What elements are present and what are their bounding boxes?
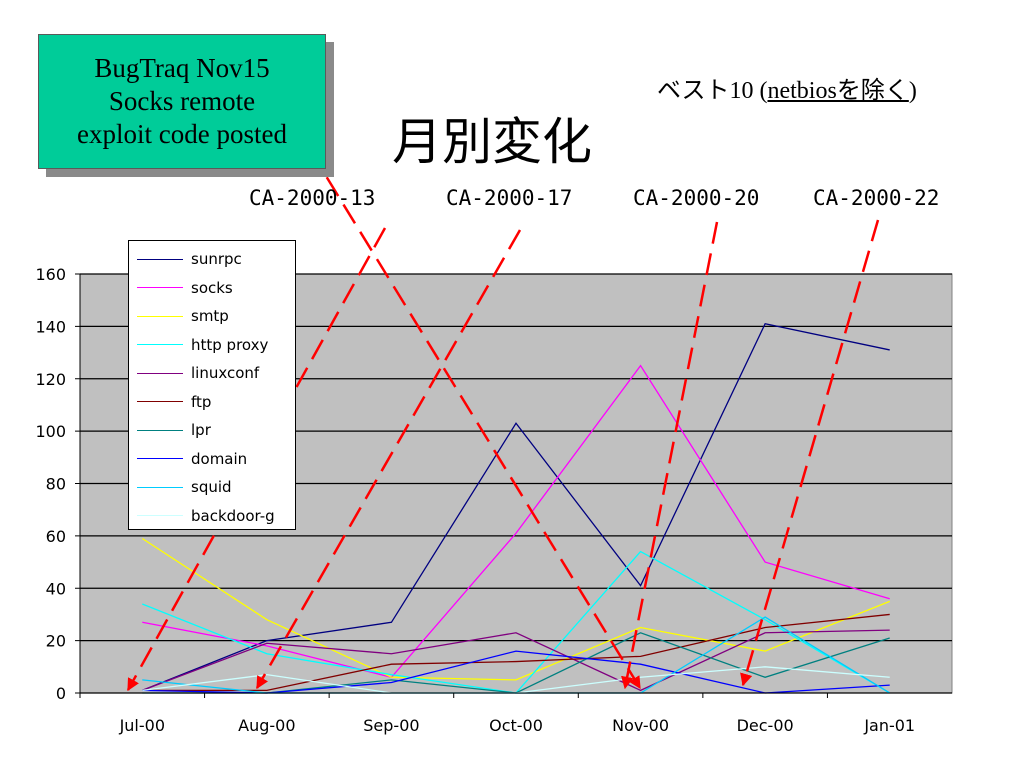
- y-tick-label: 0: [56, 684, 66, 703]
- legend-item-squid: squid: [129, 473, 295, 502]
- legend-item-domain: domain: [129, 445, 295, 474]
- x-tick-label-jan-01: Jan-01: [863, 716, 915, 735]
- legend-item-backdoor-g: backdoor-g: [129, 502, 295, 531]
- legend: sunrpc socks smtp http proxy linuxconf ftp lpr…: [128, 240, 296, 530]
- legend-label: squid: [191, 478, 232, 497]
- x-tick-label-nov-00: Nov-00: [612, 716, 669, 735]
- subtitle-prefix: ベスト10 (: [657, 78, 768, 104]
- y-tick-label: 160: [35, 265, 66, 284]
- advisory-ca-2000-22: CA-2000-22: [813, 186, 940, 210]
- legend-item-sunrpc: sunrpc: [129, 245, 295, 274]
- x-tick-label-aug-00: Aug-00: [238, 716, 295, 735]
- legend-label: backdoor-g: [191, 506, 275, 525]
- legend-item-linuxconf: linuxconf: [129, 359, 295, 388]
- y-tick-label: 140: [35, 317, 66, 336]
- subtitle-underlined: netbiosを除く: [767, 78, 909, 104]
- legend-item-smtp: smtp: [129, 302, 295, 331]
- subtitle-suffix: ): [908, 78, 917, 104]
- legend-swatch: [137, 344, 183, 346]
- legend-label: domain: [191, 449, 248, 468]
- y-tick-label: 60: [46, 527, 66, 546]
- arrow-ca-2000-22: [740, 219, 880, 687]
- legend-item-http-proxy: http proxy: [129, 331, 295, 360]
- series-line-socks: [142, 364, 890, 679]
- bugtraq-callout: BugTraq Nov15 Socks remote exploit code …: [38, 34, 326, 169]
- advisory-ca-2000-17: CA-2000-17: [446, 186, 573, 210]
- arrow-ca-2000-20: [621, 221, 719, 690]
- y-tick-label: 80: [46, 475, 66, 494]
- callout-line-2: Socks remote: [108, 86, 256, 116]
- legend-swatch: [137, 401, 183, 403]
- legend-swatch: [137, 429, 183, 431]
- legend-item-lpr: lpr: [129, 416, 295, 445]
- y-tick-label: 20: [46, 632, 66, 651]
- legend-swatch: [137, 258, 183, 260]
- legend-item-ftp: ftp: [129, 388, 295, 417]
- legend-swatch: [137, 515, 183, 517]
- legend-label: socks: [191, 278, 233, 297]
- y-tick-label: 40: [46, 579, 66, 598]
- series-line-smtp: [141, 537, 890, 681]
- legend-swatch: [137, 458, 183, 460]
- x-tick-label-oct-00: Oct-00: [489, 716, 543, 735]
- legend-label: ftp: [191, 392, 212, 411]
- legend-label: sunrpc: [191, 250, 242, 269]
- page-title: 月別変化: [392, 113, 592, 171]
- legend-swatch: [137, 486, 183, 488]
- legend-swatch: [137, 315, 183, 317]
- legend-label: lpr: [191, 421, 211, 440]
- legend-label: linuxconf: [191, 364, 260, 383]
- legend-label: http proxy: [191, 335, 269, 354]
- series-line-linuxconf: [142, 629, 890, 692]
- callout-line-1: BugTraq Nov15: [94, 53, 270, 83]
- series-line-sunrpc: [142, 323, 890, 691]
- advisory-ca-2000-20: CA-2000-20: [633, 186, 760, 210]
- legend-label: smtp: [191, 307, 229, 326]
- legend-item-socks: socks: [129, 274, 295, 303]
- legend-swatch: [137, 372, 183, 374]
- arrow-ca-2000-17: [255, 229, 522, 690]
- legend-swatch: [137, 287, 183, 289]
- x-tick-label-sep-00: Sep-00: [363, 716, 419, 735]
- x-tick-label-dec-00: Dec-00: [737, 716, 794, 735]
- y-tick-label: 120: [35, 370, 66, 389]
- y-tick-label: 100: [35, 422, 66, 441]
- callout-line-3: exploit code posted: [77, 119, 287, 149]
- advisory-ca-2000-13: CA-2000-13: [249, 186, 376, 210]
- subtitle: ベスト10 (netbiosを除く): [657, 70, 917, 105]
- series-line-ftp: [142, 613, 890, 692]
- x-tick-label-jul-00: Jul-00: [119, 716, 165, 735]
- arrow-bugtraq: [308, 149, 642, 690]
